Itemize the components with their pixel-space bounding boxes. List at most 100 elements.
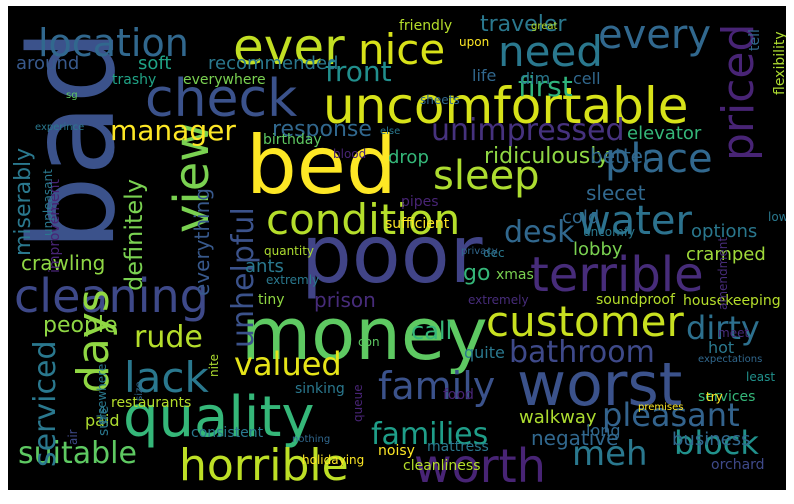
word-poor: poor — [301, 208, 483, 301]
word-uncomfortable: uncomfortable — [323, 77, 689, 135]
word-tell: tell — [747, 29, 763, 51]
word-place: place — [605, 136, 713, 182]
word-manager: manager — [110, 114, 236, 147]
word-slecet: slecet — [586, 181, 646, 205]
word-serviced: serviced — [28, 340, 63, 467]
word-people: people — [43, 313, 118, 338]
word-trashy: trashy — [112, 72, 156, 88]
word-else: else — [380, 126, 400, 137]
word-ever: ever — [233, 18, 345, 76]
word-blood: blood — [333, 147, 366, 161]
word-meh: meh — [572, 434, 648, 474]
word-everywhere: everywhere — [183, 72, 266, 88]
word-first: first — [518, 70, 573, 103]
word-extremely: extremely — [468, 293, 529, 307]
word-lobby: lobby — [573, 239, 623, 260]
word-cold: cold — [562, 207, 599, 228]
word-pipes: pipes — [401, 194, 439, 210]
word-families: families — [371, 417, 488, 452]
word-front: front — [325, 55, 392, 88]
word-elsewhere: elsewhere — [95, 364, 109, 425]
word-sufficient: sufficient — [385, 216, 450, 232]
word-dirty: dirty — [686, 309, 760, 347]
word-pleasant: pleasant — [602, 396, 740, 434]
word-negative: negative — [531, 426, 618, 450]
word-quantity: quantity — [264, 244, 314, 258]
word-response: response — [272, 117, 372, 142]
word-water: water — [578, 198, 693, 244]
word-privacy: privacy — [461, 246, 498, 257]
word-definitely: definitely — [120, 179, 148, 291]
word-quite: quite — [464, 343, 505, 362]
word-valued: valued — [234, 345, 342, 383]
word-prison: prison — [314, 288, 376, 312]
word-sinking: sinking — [295, 381, 345, 397]
word-restaurants: restaurants — [111, 395, 191, 411]
word-dim: dim — [520, 69, 550, 88]
word-experince: experince — [35, 122, 84, 133]
word-upon: upon — [459, 35, 489, 49]
word-uncomfy: uncomfy — [583, 225, 635, 239]
word-friendly: friendly — [399, 18, 452, 34]
word-options: options — [691, 221, 757, 242]
word-sheets: sheets — [420, 93, 460, 107]
word-amendment: amendment — [716, 237, 730, 310]
word-air: air — [66, 429, 80, 445]
word-lack: lack — [124, 353, 209, 402]
word-great: great — [531, 21, 558, 32]
word-size: size — [134, 382, 145, 401]
word-unhelpful: unhelpful — [226, 207, 261, 348]
word-cell: cell — [573, 69, 601, 88]
word-crawling: crawling — [21, 251, 105, 275]
word-nothing: nothing — [292, 434, 330, 445]
word-tiny: tiny — [258, 292, 285, 308]
word-better: better — [590, 144, 652, 168]
word-low: low — [768, 210, 786, 224]
word-soundproof: soundproof — [596, 292, 676, 308]
word-recommended: recommended — [208, 53, 338, 74]
word-view: view — [164, 122, 220, 233]
word-hot: hot — [708, 338, 734, 357]
word-orchard: orchard — [711, 457, 765, 473]
word-extremly: extremly — [266, 273, 319, 287]
word-long: long — [586, 421, 621, 440]
word-services: services — [698, 389, 755, 405]
word-improvement: improvement — [47, 179, 63, 273]
word-business: business — [672, 429, 750, 450]
word-sleep: sleep — [433, 153, 540, 199]
word-go: go — [463, 261, 490, 286]
word-cloud: bad poor bed money worst quality uncomfortable… — [8, 6, 786, 490]
word-ridiculously: ridiculously — [484, 144, 609, 169]
word-paid: paid — [85, 411, 120, 430]
word-priced: priced — [713, 24, 764, 161]
word-bad: bad — [8, 29, 141, 251]
word-check: check — [145, 69, 297, 129]
word-nite: nite — [207, 354, 221, 377]
word-walkway: walkway — [519, 407, 597, 428]
word-bed: bed — [246, 119, 397, 212]
word-desk: desk — [504, 215, 575, 250]
word-ants: ants — [245, 256, 284, 277]
word-holidaying: holidaying — [302, 453, 364, 467]
word-location: location — [38, 21, 189, 65]
word-quality: quality — [123, 385, 315, 450]
word-nice: nice — [358, 25, 445, 74]
word-money: money — [241, 292, 488, 376]
word-l: l — [698, 439, 702, 458]
word-call: call — [411, 317, 452, 345]
word-housekeeping: housekeeping — [683, 293, 781, 309]
word-family: family — [378, 364, 495, 408]
cloud-background — [8, 6, 786, 490]
word-elevator: elevator — [627, 123, 702, 144]
word-food: food — [443, 387, 474, 403]
word-traveler: traveler — [480, 12, 567, 37]
word-expectations: expectations — [698, 354, 762, 365]
word-dec: dec — [483, 246, 505, 260]
word-soft: soft — [138, 53, 171, 74]
word-rude: rude — [134, 320, 203, 355]
word-cramped: cramped — [686, 244, 766, 265]
word-condition: condition — [266, 195, 460, 244]
word-drop: drop — [388, 147, 429, 168]
word-unpleasant: unpleasant — [41, 169, 55, 236]
word-flexibility: flexibility — [772, 31, 786, 95]
